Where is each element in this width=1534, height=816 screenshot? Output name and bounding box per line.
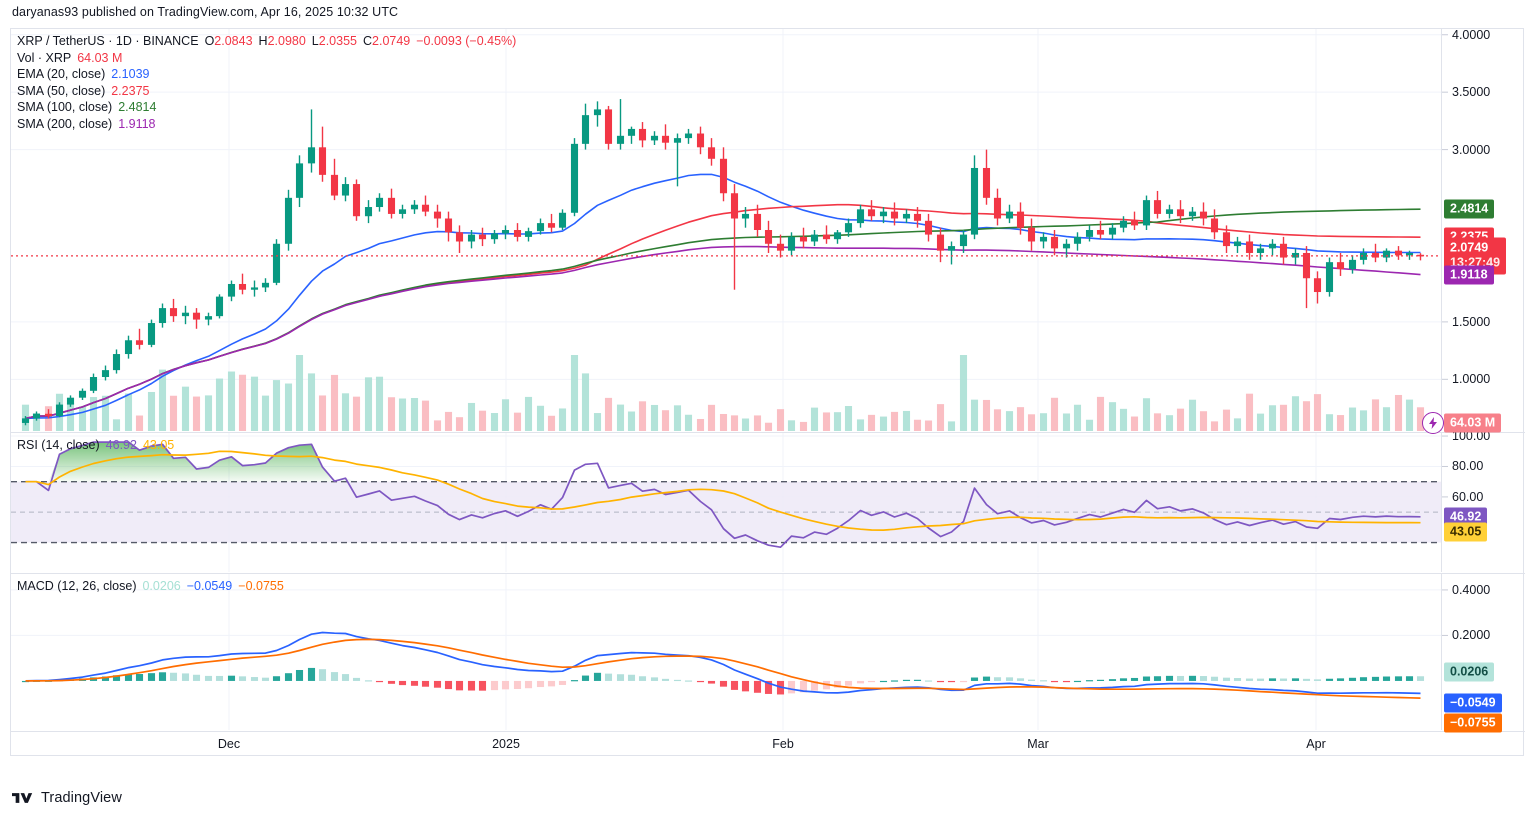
lightning-bolt-icon[interactable] [1422,412,1444,434]
rsi-tick-label: 80.00 [1452,459,1484,474]
price-tick-label: 4.0000 [1452,27,1491,42]
sma200-price-badge-text: 1.9118 [1450,267,1488,282]
sma100-price-badge[interactable]: 2.4814 [1444,199,1495,219]
last-price-badge-text: 2.0749 [1450,240,1489,255]
time-axis[interactable]: Dec 2025 Feb Mar Apr [11,731,1525,756]
price-tick-label: 3.5000 [1452,85,1491,100]
tradingview-logo-icon [12,793,33,803]
macd-line-badge[interactable]: −0.0549 [1444,693,1502,713]
volume-badge[interactable]: 64.03 M [1444,413,1502,433]
rsi-pane[interactable]: 100.00 80.00 60.00 46.92 43.05 RSI (14, clos… [11,429,1525,572]
publish-attribution: daryanas93 published on TradingView.com,… [12,5,399,19]
tradingview-wordmark: TradingView [41,790,122,806]
chart-frame: 4.00003.50003.00001.50001.00002.48142.23… [10,27,1525,756]
price-tick-label: 3.0000 [1452,142,1491,157]
time-axis-label: Apr [1306,737,1326,751]
rsi-value-badge[interactable]: 46.92 [1444,507,1488,527]
rsi-ma-badge[interactable]: 43.05 [1444,522,1488,542]
price-axis[interactable]: 4.00003.50003.00001.50001.00002.48142.23… [1422,27,1525,434]
time-axis-label: Mar [1027,737,1049,751]
macd-tick-label: 0.4000 [1452,582,1491,597]
macd-plot[interactable] [11,574,1441,730]
footer-brand: TradingView [12,790,122,806]
time-axis-label: 2025 [492,737,520,751]
volume-badge-text: 64.03 M [1450,415,1496,430]
macd-hist-badge[interactable]: 0.0206 [1444,662,1495,682]
time-axis-label: Dec [217,737,241,751]
rsi-tick-label: 100.00 [1452,429,1491,444]
sma200-price-badge[interactable]: 1.9118 [1444,265,1494,285]
rsi-axis[interactable]: 100.00 80.00 60.00 46.92 43.05 [1441,429,1525,572]
price-tick-label: 1.0000 [1452,372,1491,387]
time-axis-label: Feb [772,737,794,751]
macd-axis[interactable]: 0.4000 0.2000 0.0206 −0.0549 −0.0755 [1441,574,1525,733]
macd-pane[interactable]: 0.4000 0.2000 0.0206 −0.0549 −0.0755 MACD (1… [11,573,1525,733]
price-pane[interactable]: 4.00003.50003.00001.50001.00002.48142.23… [11,27,1525,434]
price-tick-label: 1.5000 [1452,314,1491,329]
macd-signal-badge[interactable]: −0.0755 [1444,713,1502,733]
rsi-plot[interactable] [11,433,1441,572]
sma100-price-badge-text: 2.4814 [1450,201,1489,216]
rsi-tick-label: 60.00 [1452,489,1484,504]
macd-tick-label: 0.2000 [1452,628,1491,643]
price-plot[interactable] [11,29,1441,431]
